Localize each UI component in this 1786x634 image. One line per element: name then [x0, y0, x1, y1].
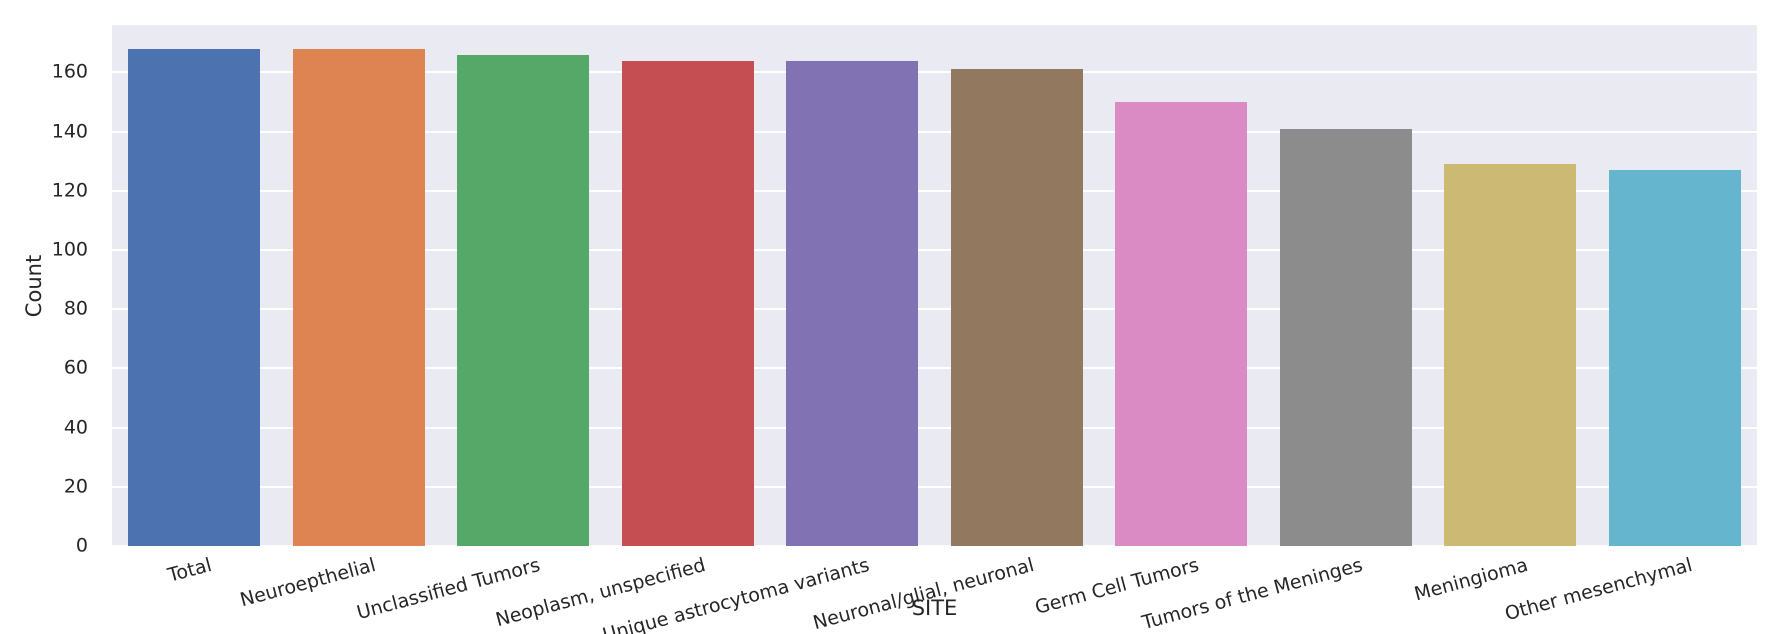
y-tick-label: 140	[51, 120, 88, 143]
y-tick-label: 160	[51, 60, 88, 83]
x-tick-label: Total	[165, 554, 214, 587]
y-tick-label: 0	[75, 534, 88, 557]
y-tick-label: 60	[63, 356, 88, 379]
y-tick-label: 80	[63, 297, 88, 320]
gridline	[112, 426, 1757, 429]
gridline	[112, 485, 1757, 488]
bar-neuroepthelial	[292, 48, 425, 546]
bar-neuronal-glial-neuronal	[950, 69, 1083, 546]
bar-unclassified-tumors	[457, 54, 590, 546]
x-axis-label: SITE	[911, 596, 958, 620]
gridline	[112, 130, 1757, 133]
bar-tumors-of-the-meninges	[1279, 128, 1412, 546]
bar-unique-astrocytoma-variants	[786, 60, 919, 546]
bar-meningioma	[1444, 164, 1577, 546]
y-tick-label: 100	[51, 238, 88, 261]
bar-neoplasm-unspecified	[621, 60, 754, 546]
plot-area	[112, 25, 1757, 547]
y-tick-label: 20	[63, 475, 88, 498]
gridline	[112, 545, 1757, 547]
bar-total	[128, 48, 261, 546]
bar-other-mesenchymal	[1608, 170, 1741, 546]
gridline	[112, 367, 1757, 370]
gridline	[112, 71, 1757, 74]
y-tick-label: 120	[51, 179, 88, 202]
gridline	[112, 308, 1757, 311]
y-tick-label: 40	[63, 416, 88, 439]
gridline	[112, 189, 1757, 192]
gridline	[112, 248, 1757, 251]
bar-germ-cell-tumors	[1115, 101, 1248, 546]
y-axis-ticks: 0 20 40 60 80 100 120 140 160	[0, 25, 102, 555]
